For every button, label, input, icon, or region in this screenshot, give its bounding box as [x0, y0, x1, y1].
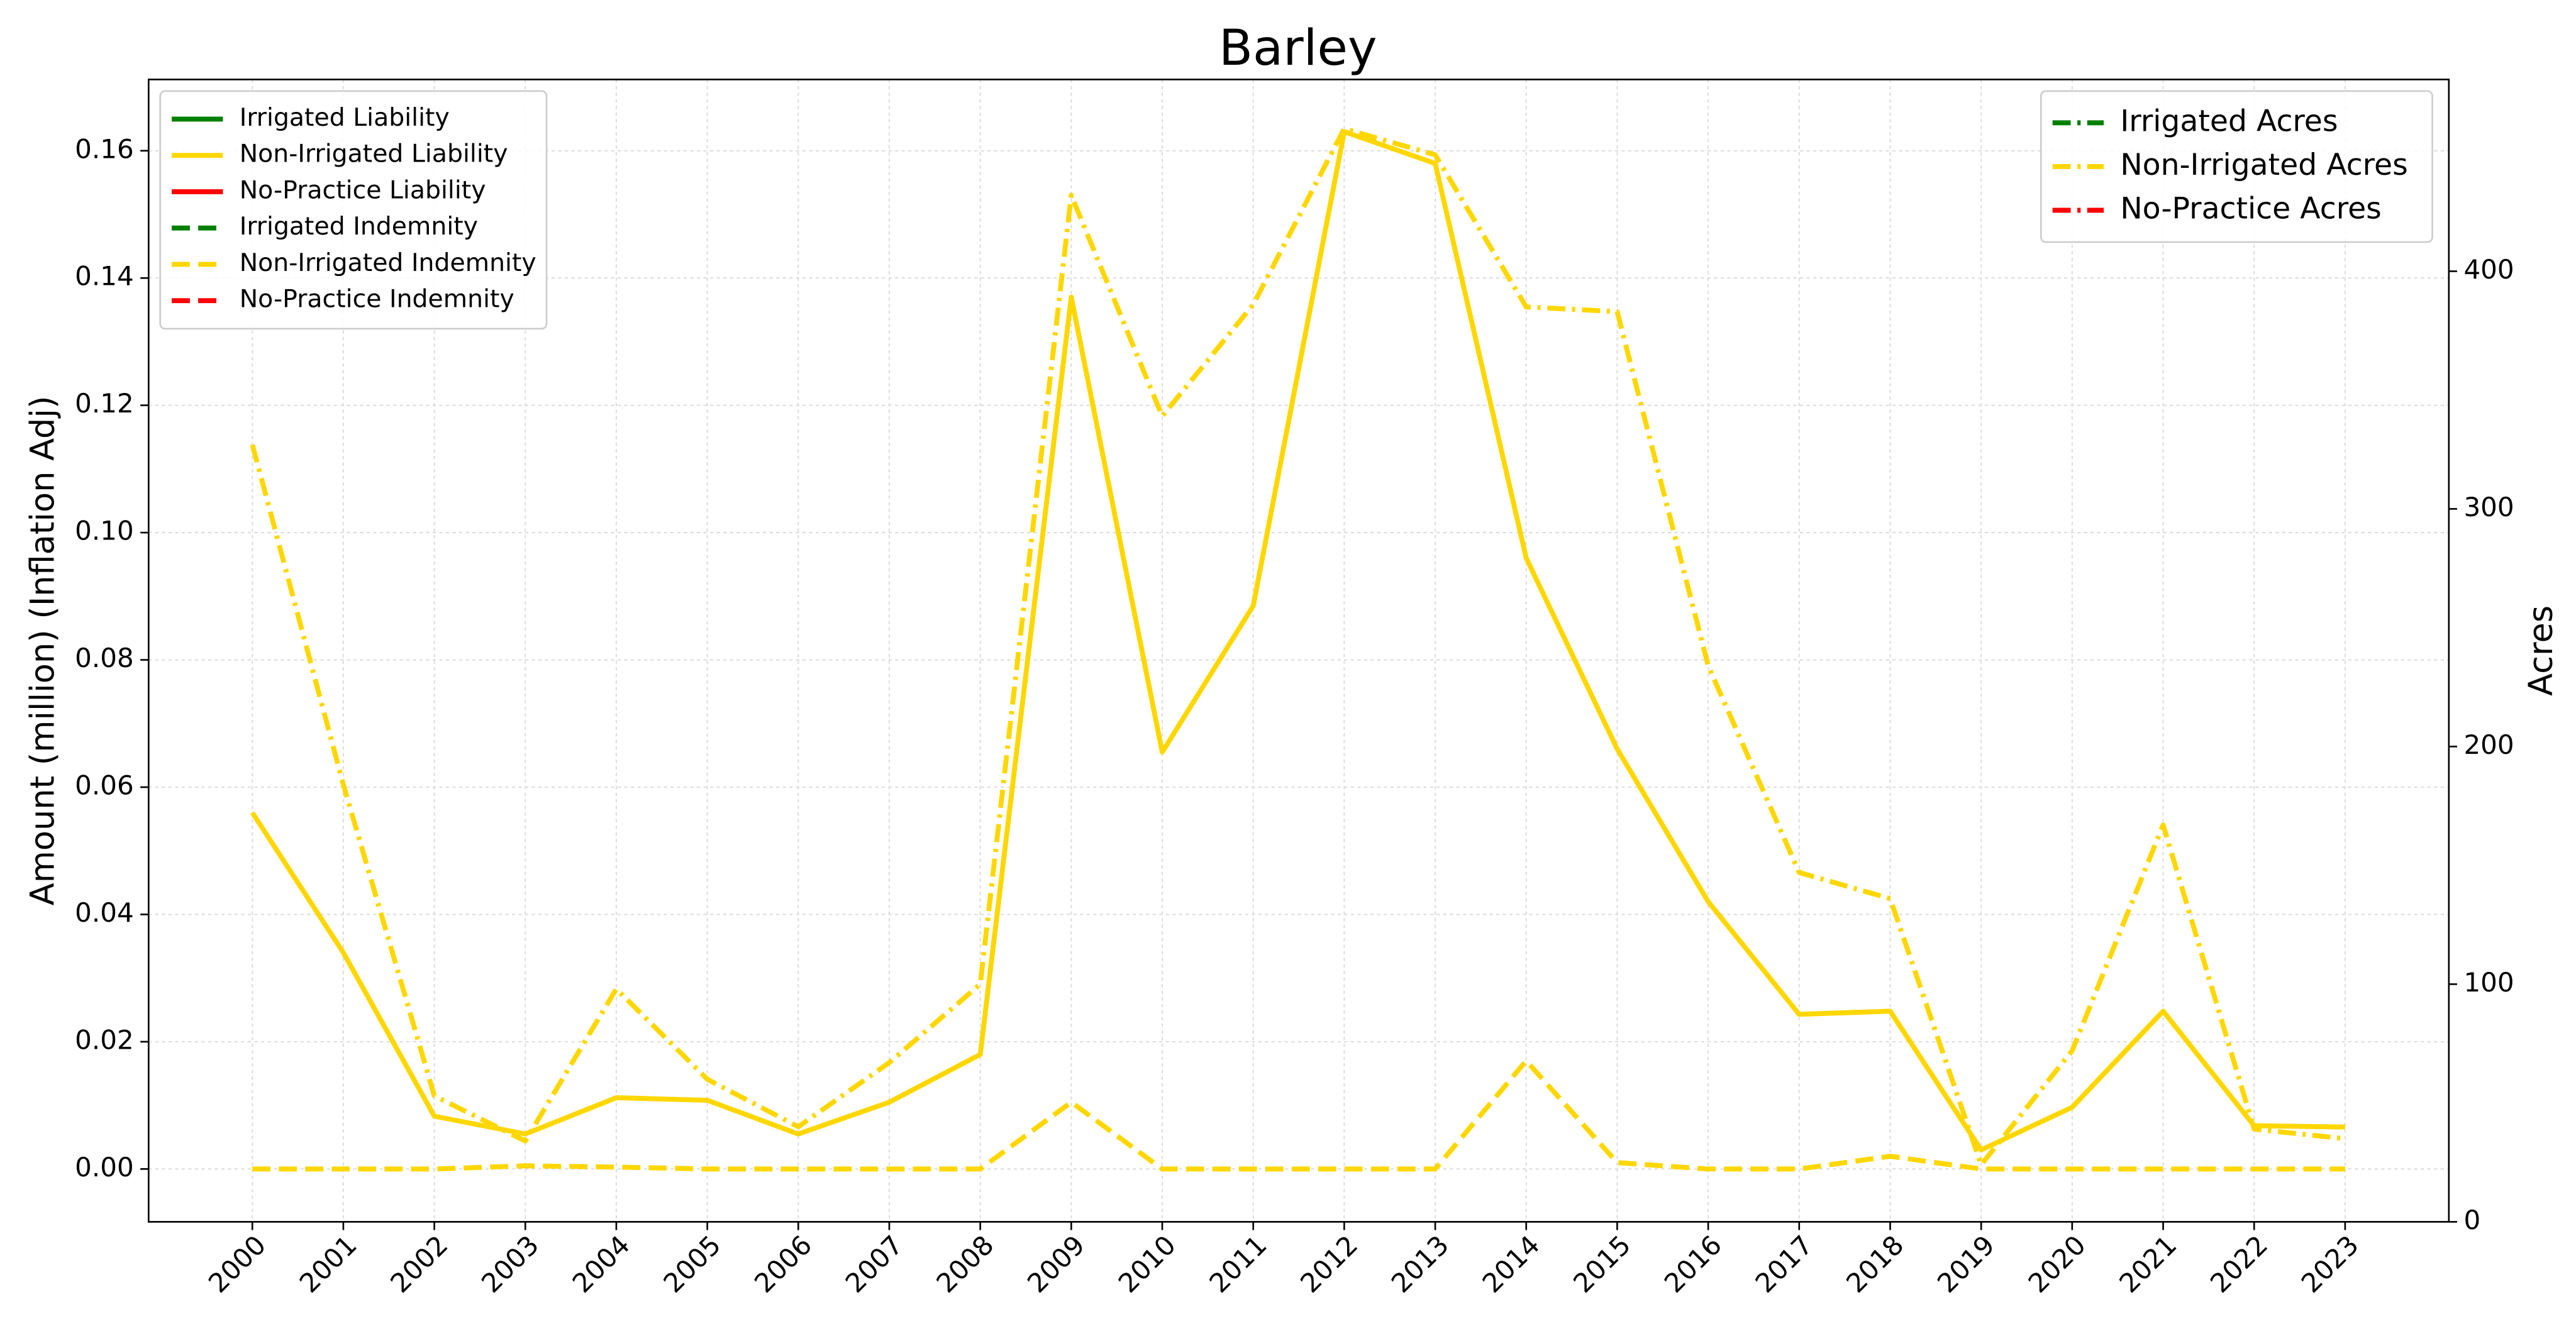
y-tick-label: 0.04 — [75, 897, 134, 928]
y2-tick-label: 400 — [2463, 254, 2514, 285]
x-tick-label: 2009 — [1021, 1229, 1091, 1298]
x-tick-label: 2023 — [2296, 1229, 2365, 1298]
y2-tick-label: 200 — [2463, 729, 2514, 760]
legend-label: No-Practice Indemnity — [240, 285, 514, 314]
x-tick-label: 2004 — [567, 1229, 636, 1298]
legend: Irrigated Liability Non-Irrigated Liabili… — [159, 90, 548, 330]
y2-tick-label: 100 — [2463, 967, 2514, 998]
y-tick-label: 0.00 — [75, 1152, 134, 1183]
x-tick-label: 2000 — [203, 1229, 272, 1298]
x-tick-label: 2018 — [1840, 1229, 1909, 1298]
legend-label: Non-Irrigated Indemnity — [240, 248, 536, 277]
series-line — [252, 1058, 2345, 1172]
chart-title: Barley — [1219, 19, 1377, 77]
y-tick-label: 0.16 — [75, 133, 134, 164]
x-tick-label: 2007 — [840, 1229, 909, 1298]
legend-label: Irrigated Liability — [240, 103, 450, 132]
legend-label: Irrigated Indemnity — [240, 212, 478, 241]
x-tick-label: 2003 — [475, 1229, 545, 1298]
x-tick-label: 2016 — [1658, 1229, 1728, 1298]
y-tick-label: 0.02 — [75, 1024, 134, 1055]
y-tick-label: 0.08 — [75, 643, 134, 673]
x-tick-label: 2012 — [1294, 1229, 1363, 1298]
legend: Irrigated Acres Non-Irrigated Acres No-Pra… — [2040, 90, 2433, 243]
x-tick-label: 2008 — [930, 1229, 999, 1298]
x-tick-label: 2015 — [1567, 1229, 1636, 1298]
y2-tick-label: 0 — [2463, 1205, 2480, 1235]
legend-label: No-Practice Acres — [2120, 191, 2381, 226]
x-tick-label: 2022 — [2204, 1229, 2273, 1298]
x-tick-label: 2001 — [294, 1229, 363, 1298]
legend-label: No-Practice Liability — [240, 175, 486, 204]
y-tick-label: 0.06 — [75, 770, 134, 800]
x-tick-label: 2005 — [657, 1229, 726, 1298]
series-line — [250, 126, 2346, 1168]
y2-axis-label: Acres — [2522, 605, 2560, 696]
y2-tick-label: 300 — [2463, 492, 2514, 522]
x-tick-label: 2017 — [1750, 1229, 1819, 1298]
y-tick-label: 0.10 — [75, 516, 134, 546]
x-tick-label: 2019 — [1931, 1229, 2001, 1298]
legend-label: Non-Irrigated Liability — [240, 140, 508, 168]
legend-box — [2040, 90, 2433, 243]
x-tick-label: 2006 — [748, 1229, 818, 1298]
legend-box — [159, 90, 548, 330]
y-axis-label: Amount (million) (Inflation Adj) — [24, 396, 62, 906]
x-tick-label: 2021 — [2113, 1229, 2182, 1298]
y-tick-label: 0.12 — [75, 388, 134, 419]
x-tick-label: 2020 — [2023, 1229, 2092, 1298]
x-tick-label: 2010 — [1113, 1229, 1182, 1298]
x-tick-label: 2013 — [1385, 1229, 1455, 1298]
x-tick-label: 2014 — [1476, 1229, 1545, 1298]
legend-label: Irrigated Acres — [2120, 104, 2338, 138]
legend-label: Non-Irrigated Acres — [2120, 148, 2407, 182]
series-line — [250, 129, 2345, 1152]
y-tick-label: 0.14 — [75, 261, 134, 292]
plot-frame — [147, 79, 2450, 1223]
x-tick-label: 2011 — [1203, 1229, 1272, 1298]
x-tick-label: 2002 — [384, 1229, 453, 1298]
